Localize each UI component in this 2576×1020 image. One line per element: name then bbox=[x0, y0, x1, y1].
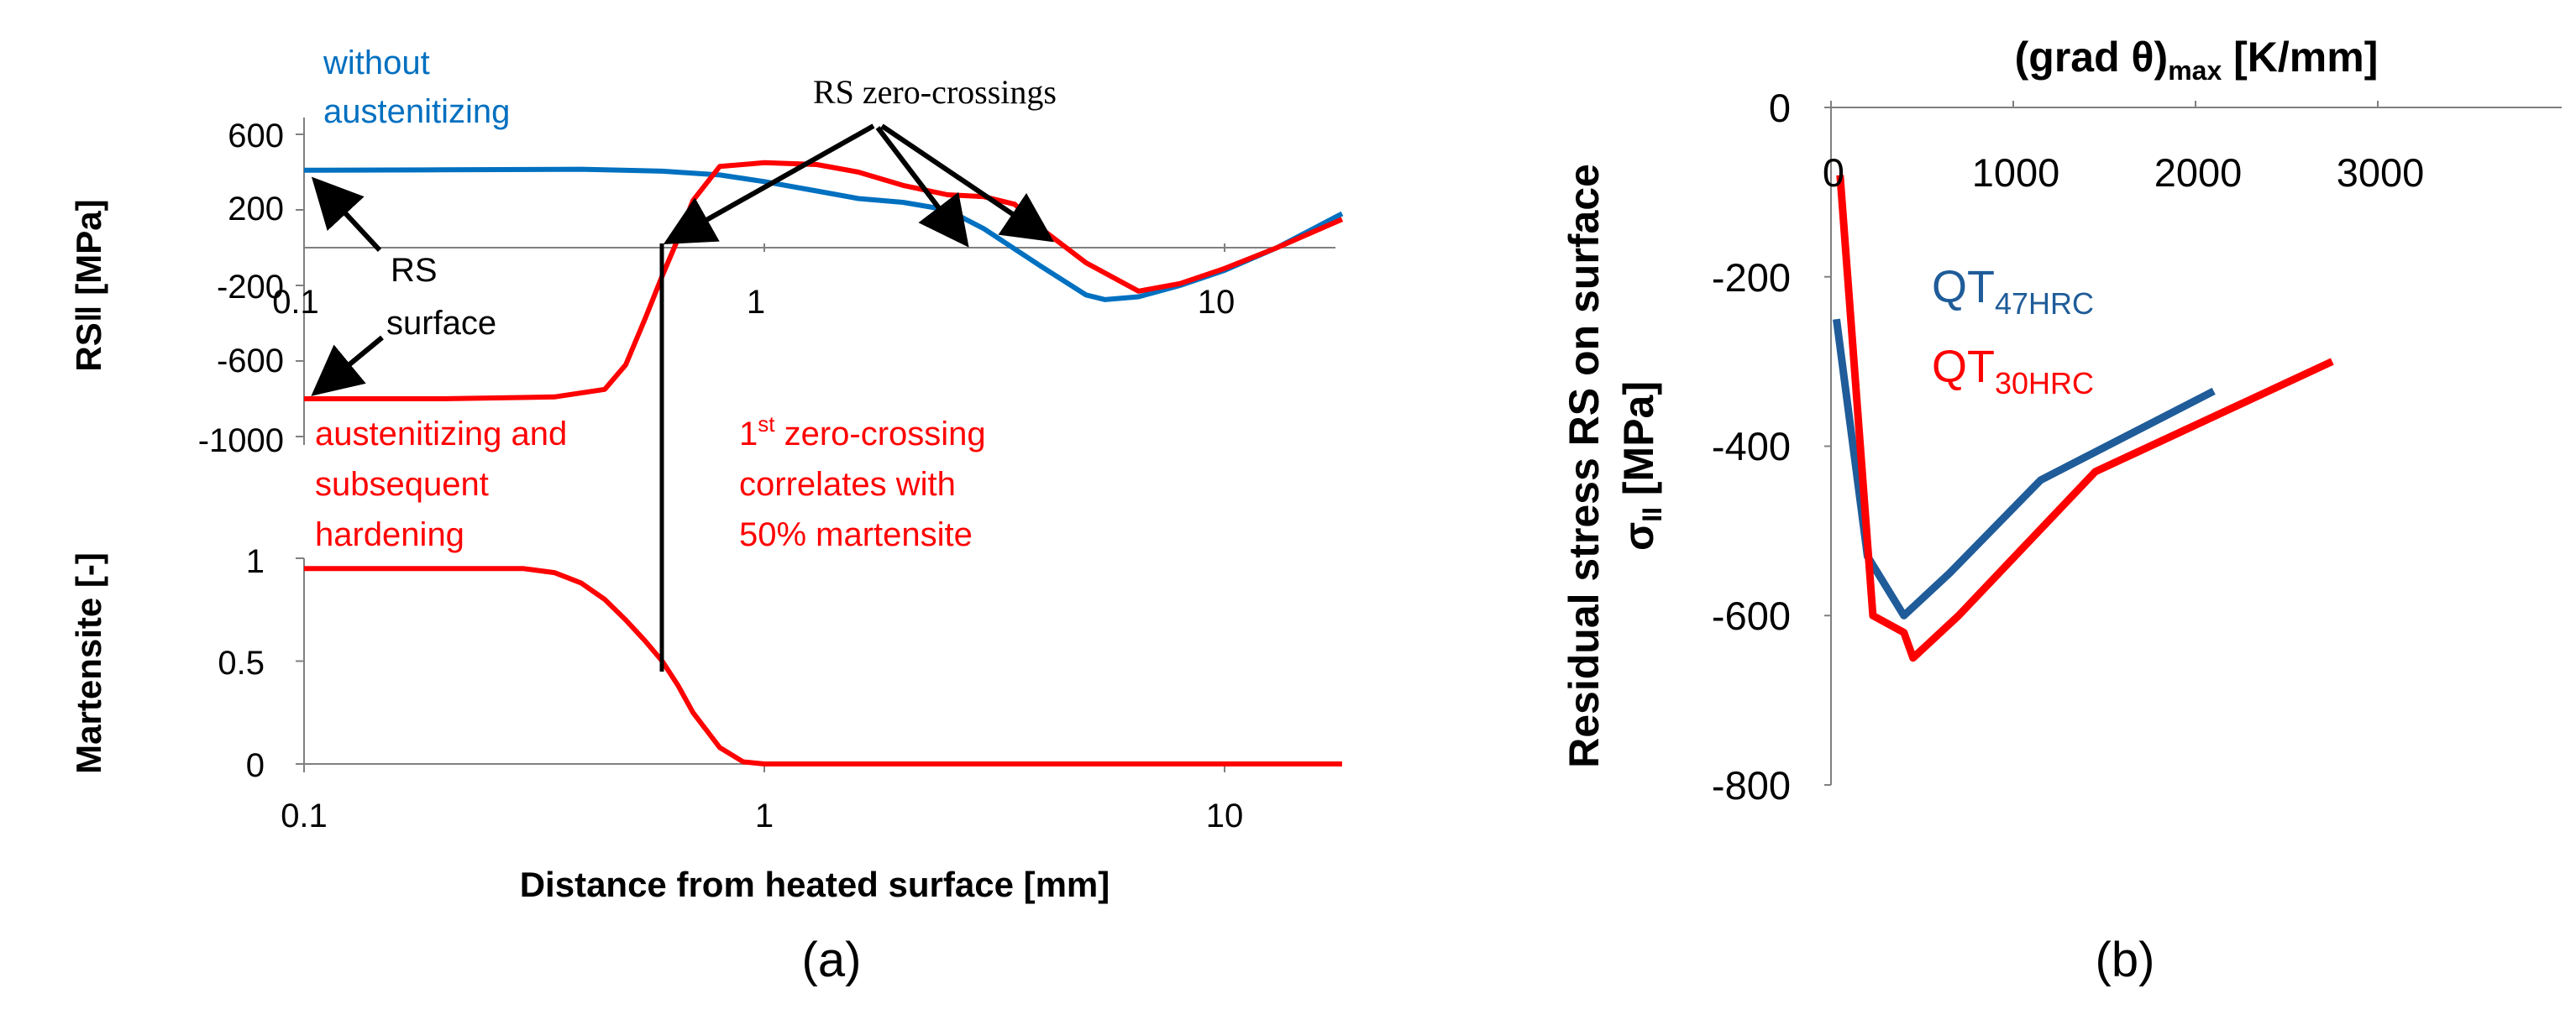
legend-qt47hrc: QT47HRC bbox=[1932, 262, 2094, 321]
b-y-tick: 0 bbox=[1769, 86, 1791, 130]
arrow-zero-1 bbox=[663, 123, 875, 244]
label-austenitizing: austenitizing and bbox=[315, 416, 567, 452]
label-rs-zero-crossings: RS zero-crossings bbox=[813, 73, 1057, 111]
series-qt47hrc bbox=[1833, 318, 2216, 620]
arrow-rs-to-red bbox=[311, 335, 384, 396]
b-x-tick: 3000 bbox=[2337, 150, 2425, 195]
rs-x-tick: 10 bbox=[1198, 284, 1236, 321]
rs-x-tick: 1 bbox=[747, 284, 765, 321]
mart-y-tick: 0 bbox=[246, 747, 265, 784]
mart-y-label: Martensite [-] bbox=[69, 552, 108, 774]
b-y-tick: -200 bbox=[1712, 255, 1791, 300]
series-martensite bbox=[304, 566, 1342, 766]
rs-y-tick: 200 bbox=[228, 191, 284, 228]
b-x-tick: 1000 bbox=[1972, 150, 2060, 195]
panel-a: 600 200 -200 -600 -1000 0.1 1 10 1 0.5 0… bbox=[69, 44, 1344, 987]
arrow-rs-to-blue bbox=[311, 176, 382, 253]
b-y-label-line1: Residual stress RS on surface bbox=[1561, 164, 1608, 768]
arrow-zero-2 bbox=[875, 126, 969, 248]
rs-y-tick: -200 bbox=[217, 269, 284, 306]
mart-x-tick: 0.1 bbox=[281, 798, 328, 834]
series-qt30hrc bbox=[1836, 175, 2334, 662]
series-austenitizing-hardening bbox=[304, 160, 1344, 401]
b-x-tick: 0 bbox=[1823, 150, 1844, 195]
label-without: without bbox=[323, 44, 430, 81]
b-x-tick: 2000 bbox=[2154, 150, 2243, 195]
b-y-tick: -600 bbox=[1712, 594, 1791, 638]
mart-y-tick: 0.5 bbox=[218, 645, 265, 682]
label-without-austenitizing: austenitizing bbox=[323, 93, 510, 130]
b-axis-tick-marks bbox=[1824, 101, 2379, 786]
label-martensite-50: 50% martensite bbox=[739, 516, 973, 553]
label-subsequent: subsequent bbox=[315, 466, 489, 503]
annotation-arrows bbox=[311, 123, 1054, 396]
panel-label-a: (a) bbox=[802, 933, 862, 987]
x-axis-label: Distance from heated surface [mm] bbox=[520, 865, 1110, 904]
mart-x-tick: 1 bbox=[755, 798, 774, 834]
label-correlates: correlates with bbox=[739, 466, 956, 503]
label-rs: RS bbox=[391, 252, 438, 289]
legend-qt30hrc: QT30HRC bbox=[1932, 342, 2094, 400]
label-hardening: hardening bbox=[315, 516, 464, 553]
panel-label-b: (b) bbox=[2096, 933, 2155, 987]
axis-tick-marks bbox=[296, 133, 1225, 772]
rs-x-tick: 0.1 bbox=[272, 284, 319, 321]
label-first-zero-crossing: 1st zero-crossing bbox=[739, 411, 986, 452]
panel-b: 0 -200 -400 -600 -800 0 1000 2000 3000 (… bbox=[1561, 34, 2562, 987]
b-y-tick: -400 bbox=[1712, 424, 1791, 468]
rs-y-tick: -1000 bbox=[198, 422, 284, 459]
rs-y-label: RS‖ [MPa] bbox=[69, 199, 108, 371]
rs-y-tick: 600 bbox=[228, 118, 284, 154]
b-y-label-line2: σII [MPa] bbox=[1615, 381, 1667, 551]
b-x-axis-label: (grad θ)max [K/mm] bbox=[2015, 34, 2379, 86]
rs-y-tick: -600 bbox=[217, 343, 284, 379]
arrow-zero-3 bbox=[880, 123, 1054, 243]
b-y-tick: -800 bbox=[1712, 763, 1791, 808]
mart-y-tick: 1 bbox=[246, 543, 265, 580]
label-surface: surface bbox=[386, 305, 496, 342]
mart-x-tick: 10 bbox=[1206, 798, 1244, 834]
